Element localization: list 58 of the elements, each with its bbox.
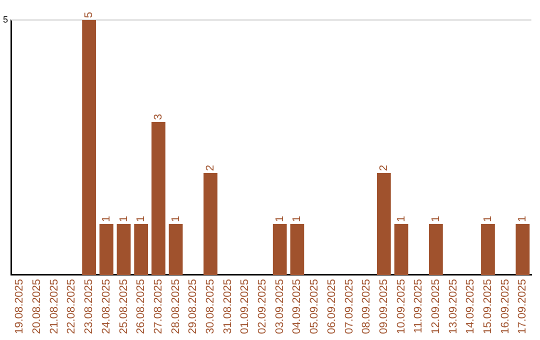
x-tick-label: 20.08.2025 bbox=[31, 278, 44, 334]
x-tick-label: 03.09.2025 bbox=[274, 278, 286, 334]
x-tick-label: 12.09.2025 bbox=[430, 278, 442, 334]
bar bbox=[290, 224, 304, 275]
bar bbox=[481, 224, 495, 275]
x-tick-label: 13.09.2025 bbox=[447, 278, 460, 334]
x-tick-label: 24.08.2025 bbox=[100, 278, 112, 334]
data-label: 1 bbox=[395, 216, 408, 222]
bar bbox=[272, 224, 287, 275]
x-tick-label: 05.09.2025 bbox=[308, 278, 321, 334]
x-tick-label: 16.09.2025 bbox=[499, 278, 512, 334]
bar bbox=[99, 224, 114, 275]
x-tick-label: 11.09.2025 bbox=[412, 278, 425, 334]
bar bbox=[116, 224, 131, 275]
x-tick-label: 15.09.2025 bbox=[482, 278, 494, 334]
x-tick-label: 23.08.2025 bbox=[83, 278, 96, 334]
data-label: 1 bbox=[430, 216, 442, 222]
bar bbox=[376, 172, 391, 275]
data-label: 1 bbox=[135, 216, 148, 222]
x-tick-label: 31.08.2025 bbox=[222, 278, 234, 334]
bar bbox=[204, 172, 218, 275]
bar bbox=[516, 224, 530, 275]
x-tick-label: 26.08.2025 bbox=[135, 278, 148, 334]
bar bbox=[168, 224, 183, 275]
data-label: 1 bbox=[291, 216, 304, 222]
data-label: 1 bbox=[274, 216, 286, 222]
bar bbox=[82, 20, 96, 275]
data-label: 1 bbox=[170, 216, 182, 222]
bar bbox=[394, 224, 408, 275]
data-label: 1 bbox=[100, 216, 112, 222]
x-tick-label: 14.09.2025 bbox=[464, 278, 477, 334]
x-tick-label: 25.08.2025 bbox=[118, 278, 130, 334]
x-tick-label: 06.09.2025 bbox=[326, 278, 338, 334]
data-label: 2 bbox=[204, 164, 216, 171]
x-tick-label: 17.09.2025 bbox=[516, 278, 529, 334]
x-tick-label: 19.08.2025 bbox=[14, 278, 26, 334]
data-label: 1 bbox=[118, 216, 130, 222]
bar bbox=[429, 224, 443, 275]
x-tick-label: 01.09.2025 bbox=[239, 278, 252, 334]
x-tick-label: 09.09.2025 bbox=[378, 278, 390, 334]
x-tick-label: 10.09.2025 bbox=[395, 278, 408, 334]
bar bbox=[151, 122, 166, 275]
x-tick-label: 04.09.2025 bbox=[291, 278, 304, 334]
x-tick-label: 29.08.2025 bbox=[187, 278, 200, 334]
x-tick-label: 07.09.2025 bbox=[343, 278, 356, 334]
data-label: 5 bbox=[83, 12, 96, 18]
x-tick-label: 30.08.2025 bbox=[204, 278, 216, 334]
data-label: 2 bbox=[378, 164, 390, 171]
x-tick-label: 21.08.2025 bbox=[48, 278, 60, 334]
bar bbox=[134, 224, 148, 275]
x-tick-label: 02.09.2025 bbox=[256, 278, 269, 334]
data-label: 3 bbox=[152, 114, 164, 120]
x-tick-label: 27.08.2025 bbox=[152, 278, 164, 334]
x-tick-label: 22.08.2025 bbox=[66, 278, 78, 334]
x-tick-label: 08.09.2025 bbox=[360, 278, 373, 334]
x-tick-label: 28.08.2025 bbox=[170, 278, 182, 334]
data-label: 1 bbox=[482, 216, 494, 222]
data-label: 1 bbox=[516, 216, 529, 222]
